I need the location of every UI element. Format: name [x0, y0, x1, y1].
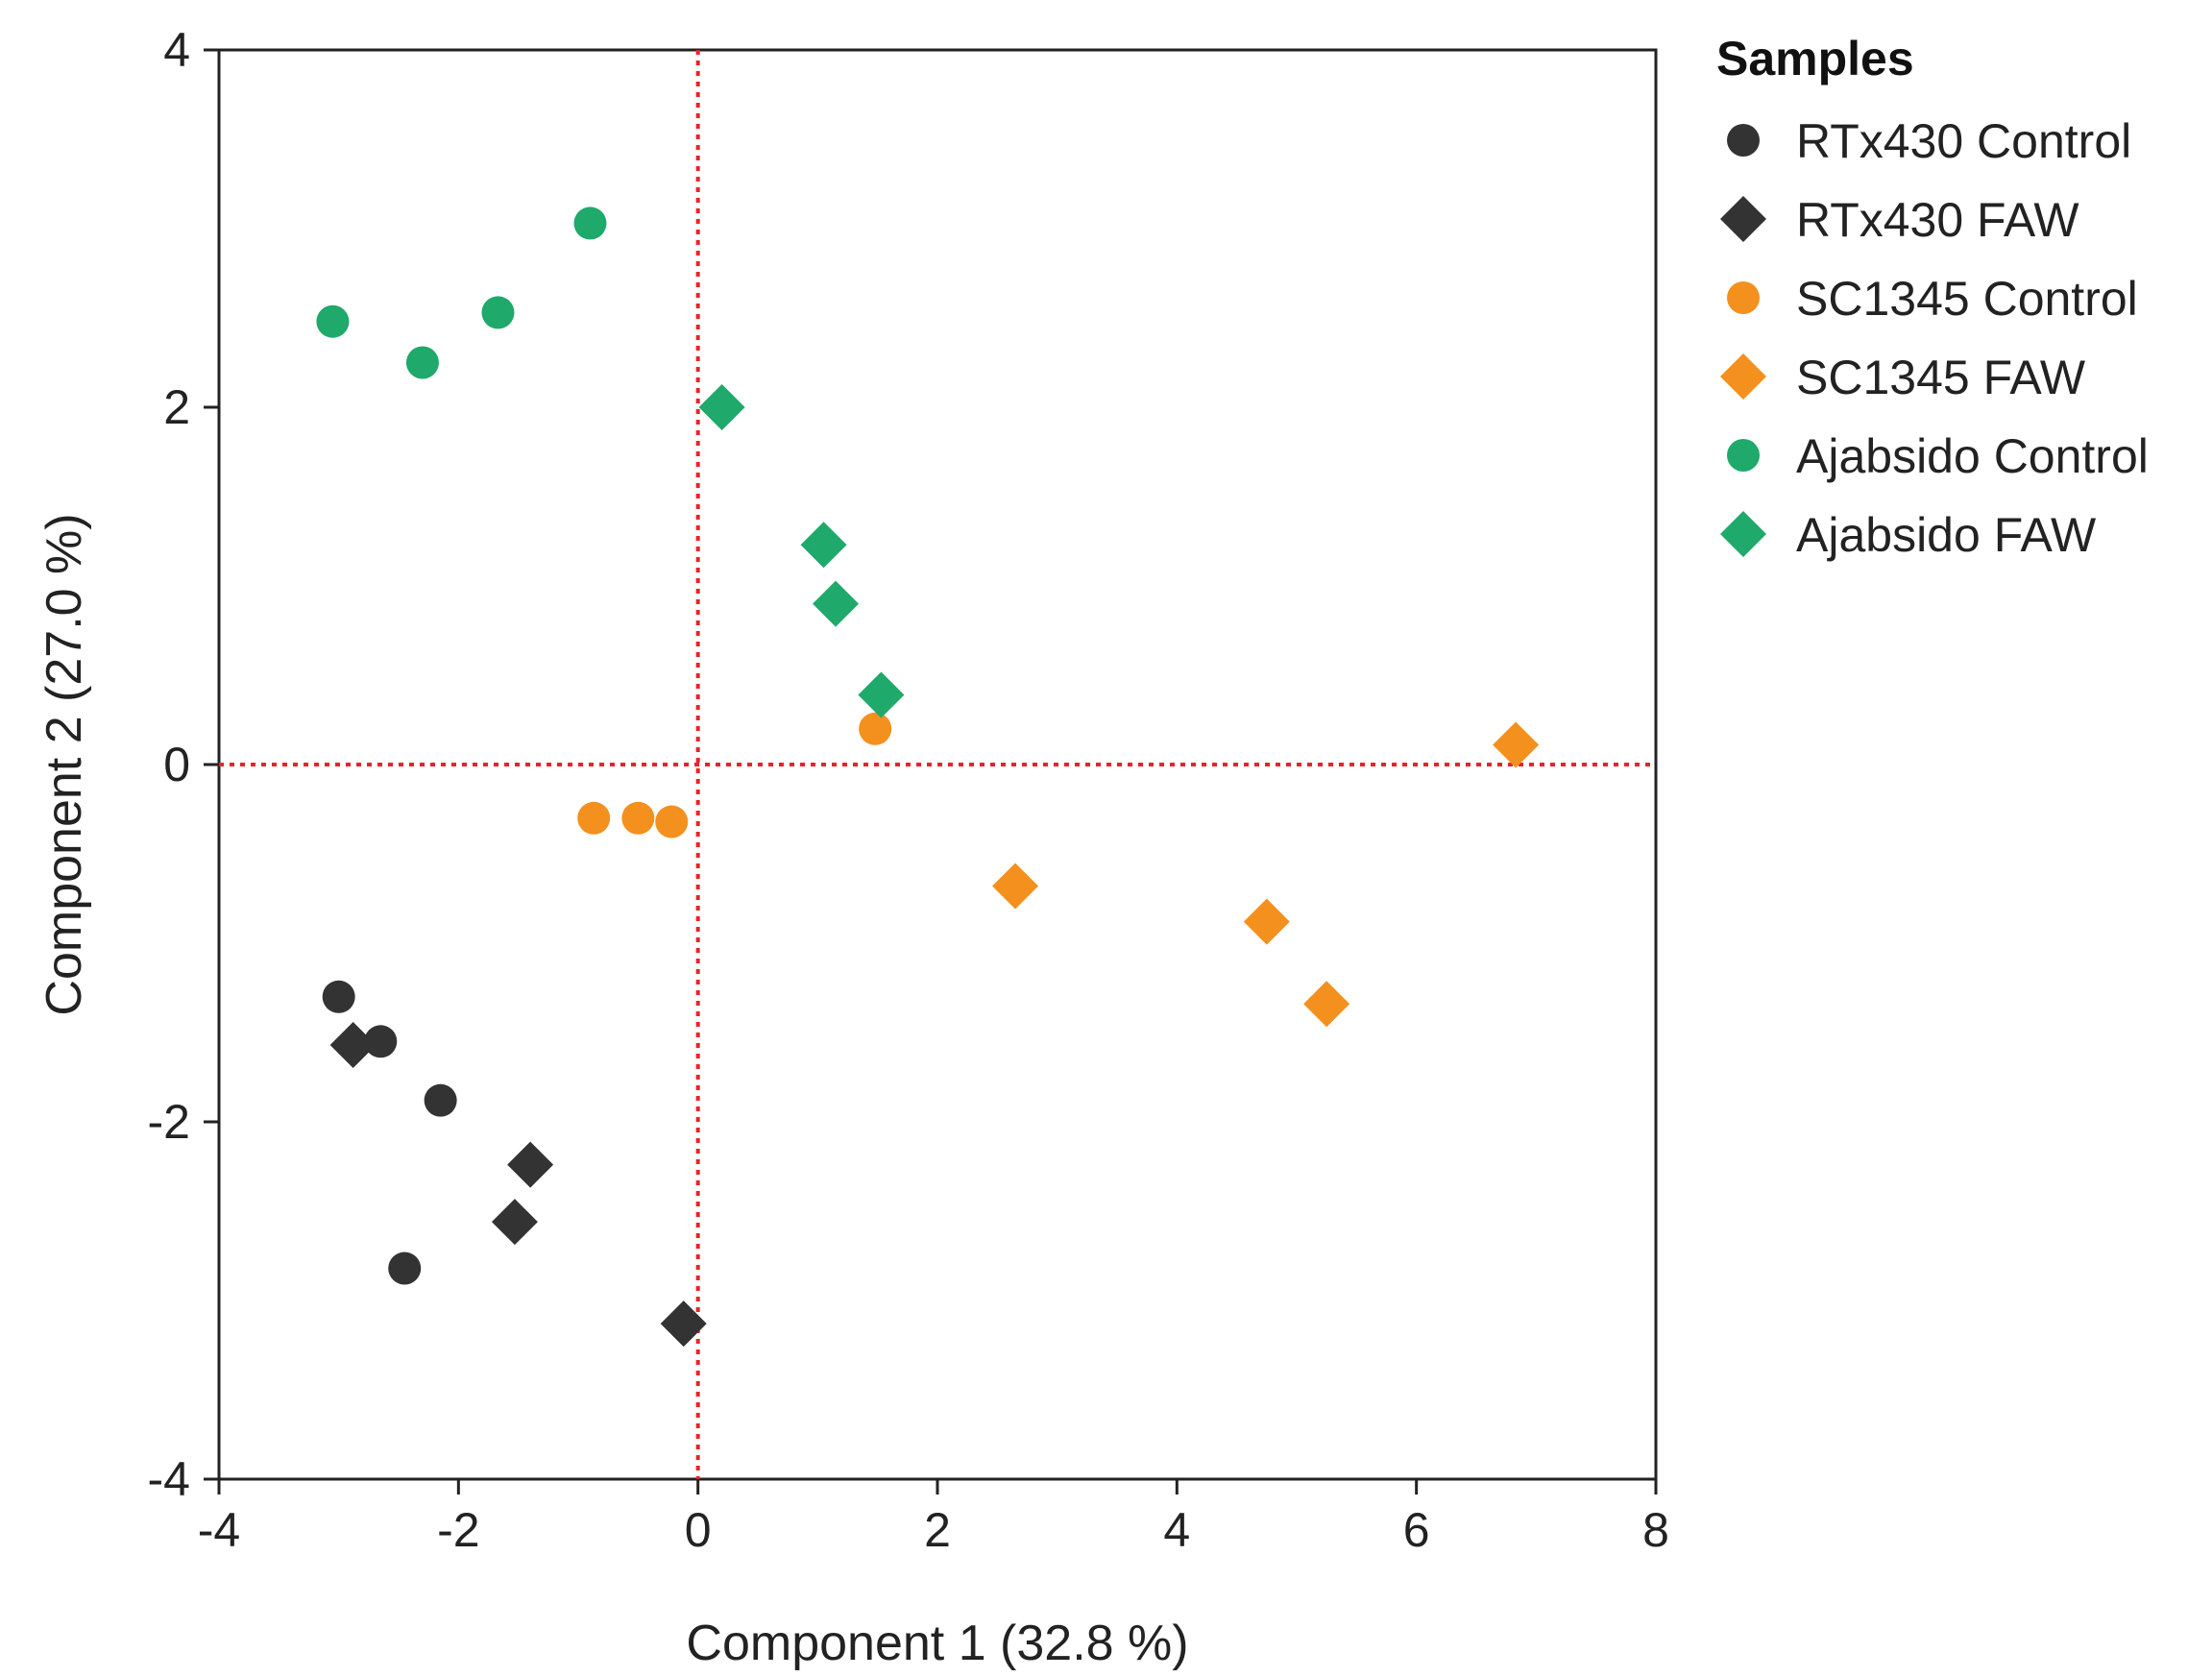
- point-ajabsido-control: [316, 304, 350, 338]
- point-rtx430-control: [424, 1083, 457, 1117]
- legend-item-ajabsido-control: Ajabsido Control: [1727, 429, 2149, 483]
- y-axis-title: Component 2 (27.0 %): [36, 513, 92, 1015]
- point-ajabsido-faw: [858, 671, 905, 718]
- point-sc1345-faw: [1493, 721, 1540, 768]
- x-tick-label: 2: [924, 1503, 951, 1557]
- series-sc1345-faw: [992, 721, 1540, 1028]
- legend-marker-ajabsido-control: [1727, 439, 1760, 472]
- x-tick-label: -2: [437, 1503, 479, 1557]
- y-tick-label: 2: [163, 380, 190, 434]
- series-ajabsido-control: [316, 207, 607, 379]
- point-sc1345-control: [577, 801, 611, 835]
- point-rtx430-faw: [660, 1300, 707, 1348]
- point-rtx430-faw: [491, 1199, 538, 1246]
- point-sc1345-faw: [1303, 981, 1350, 1028]
- point-ajabsido-faw: [800, 522, 847, 569]
- data-points: [316, 207, 1540, 1348]
- legend-marker-rtx430-faw: [1720, 196, 1766, 242]
- legend-marker-ajabsido-faw: [1720, 511, 1766, 557]
- series-ajabsido-faw: [698, 384, 905, 718]
- legend-label: Ajabsido FAW: [1796, 508, 2097, 562]
- legend-item-ajabsido-faw: Ajabsido FAW: [1720, 508, 2097, 562]
- x-axis-ticks: -4 -2 0 2 4 6 8: [198, 1479, 1669, 1557]
- point-sc1345-control: [655, 805, 689, 838]
- x-tick-label: 4: [1163, 1503, 1190, 1557]
- x-tick-label: -4: [198, 1503, 240, 1557]
- x-tick-label: 6: [1403, 1503, 1430, 1557]
- legend-label: SC1345 FAW: [1796, 351, 2086, 404]
- legend-label: Ajabsido Control: [1796, 429, 2149, 483]
- point-ajabsido-control: [405, 346, 439, 379]
- legend-title: Samples: [1716, 32, 1914, 85]
- point-sc1345-faw: [1243, 898, 1290, 945]
- legend: Samples RTx430 Control RTx430 FAW SC1345 C…: [1716, 32, 2149, 562]
- legend-label: RTx430 FAW: [1796, 193, 2079, 247]
- series-sc1345-control: [577, 712, 892, 838]
- legend-item-rtx430-control: RTx430 Control: [1727, 114, 2131, 168]
- point-rtx430-control: [322, 980, 355, 1013]
- y-tick-label: 4: [163, 23, 190, 77]
- reference-lines: [219, 50, 1656, 1479]
- legend-marker-sc1345-control: [1727, 281, 1760, 314]
- point-sc1345-faw: [992, 863, 1039, 910]
- point-rtx430-faw: [329, 1022, 377, 1069]
- point-rtx430-faw: [507, 1141, 554, 1188]
- series-rtx430-faw: [329, 1022, 707, 1348]
- y-tick-label: -4: [148, 1452, 190, 1506]
- point-ajabsido-control: [573, 207, 607, 240]
- point-rtx430-control: [364, 1025, 398, 1058]
- legend-label: RTx430 Control: [1796, 114, 2131, 168]
- point-ajabsido-faw: [698, 384, 745, 430]
- legend-item-sc1345-control: SC1345 Control: [1727, 272, 2138, 326]
- x-tick-label: 8: [1642, 1503, 1669, 1557]
- point-sc1345-control: [621, 801, 655, 835]
- y-tick-label: -2: [148, 1095, 190, 1149]
- legend-marker-sc1345-faw: [1720, 353, 1766, 400]
- legend-label: SC1345 Control: [1796, 272, 2138, 326]
- point-ajabsido-control: [481, 296, 515, 329]
- legend-item-sc1345-faw: SC1345 FAW: [1720, 351, 2086, 404]
- x-axis-title: Component 1 (32.8 %): [686, 1616, 1188, 1671]
- x-tick-label: 0: [685, 1503, 712, 1557]
- point-sc1345-control: [859, 712, 892, 745]
- point-ajabsido-faw: [813, 580, 860, 627]
- series-rtx430-control: [322, 980, 457, 1285]
- legend-item-rtx430-faw: RTx430 FAW: [1720, 193, 2079, 247]
- legend-marker-rtx430-control: [1727, 124, 1760, 157]
- y-axis-ticks: -4 -2 0 2 4: [148, 23, 219, 1506]
- point-rtx430-control: [388, 1252, 422, 1285]
- y-tick-label: 0: [163, 738, 190, 791]
